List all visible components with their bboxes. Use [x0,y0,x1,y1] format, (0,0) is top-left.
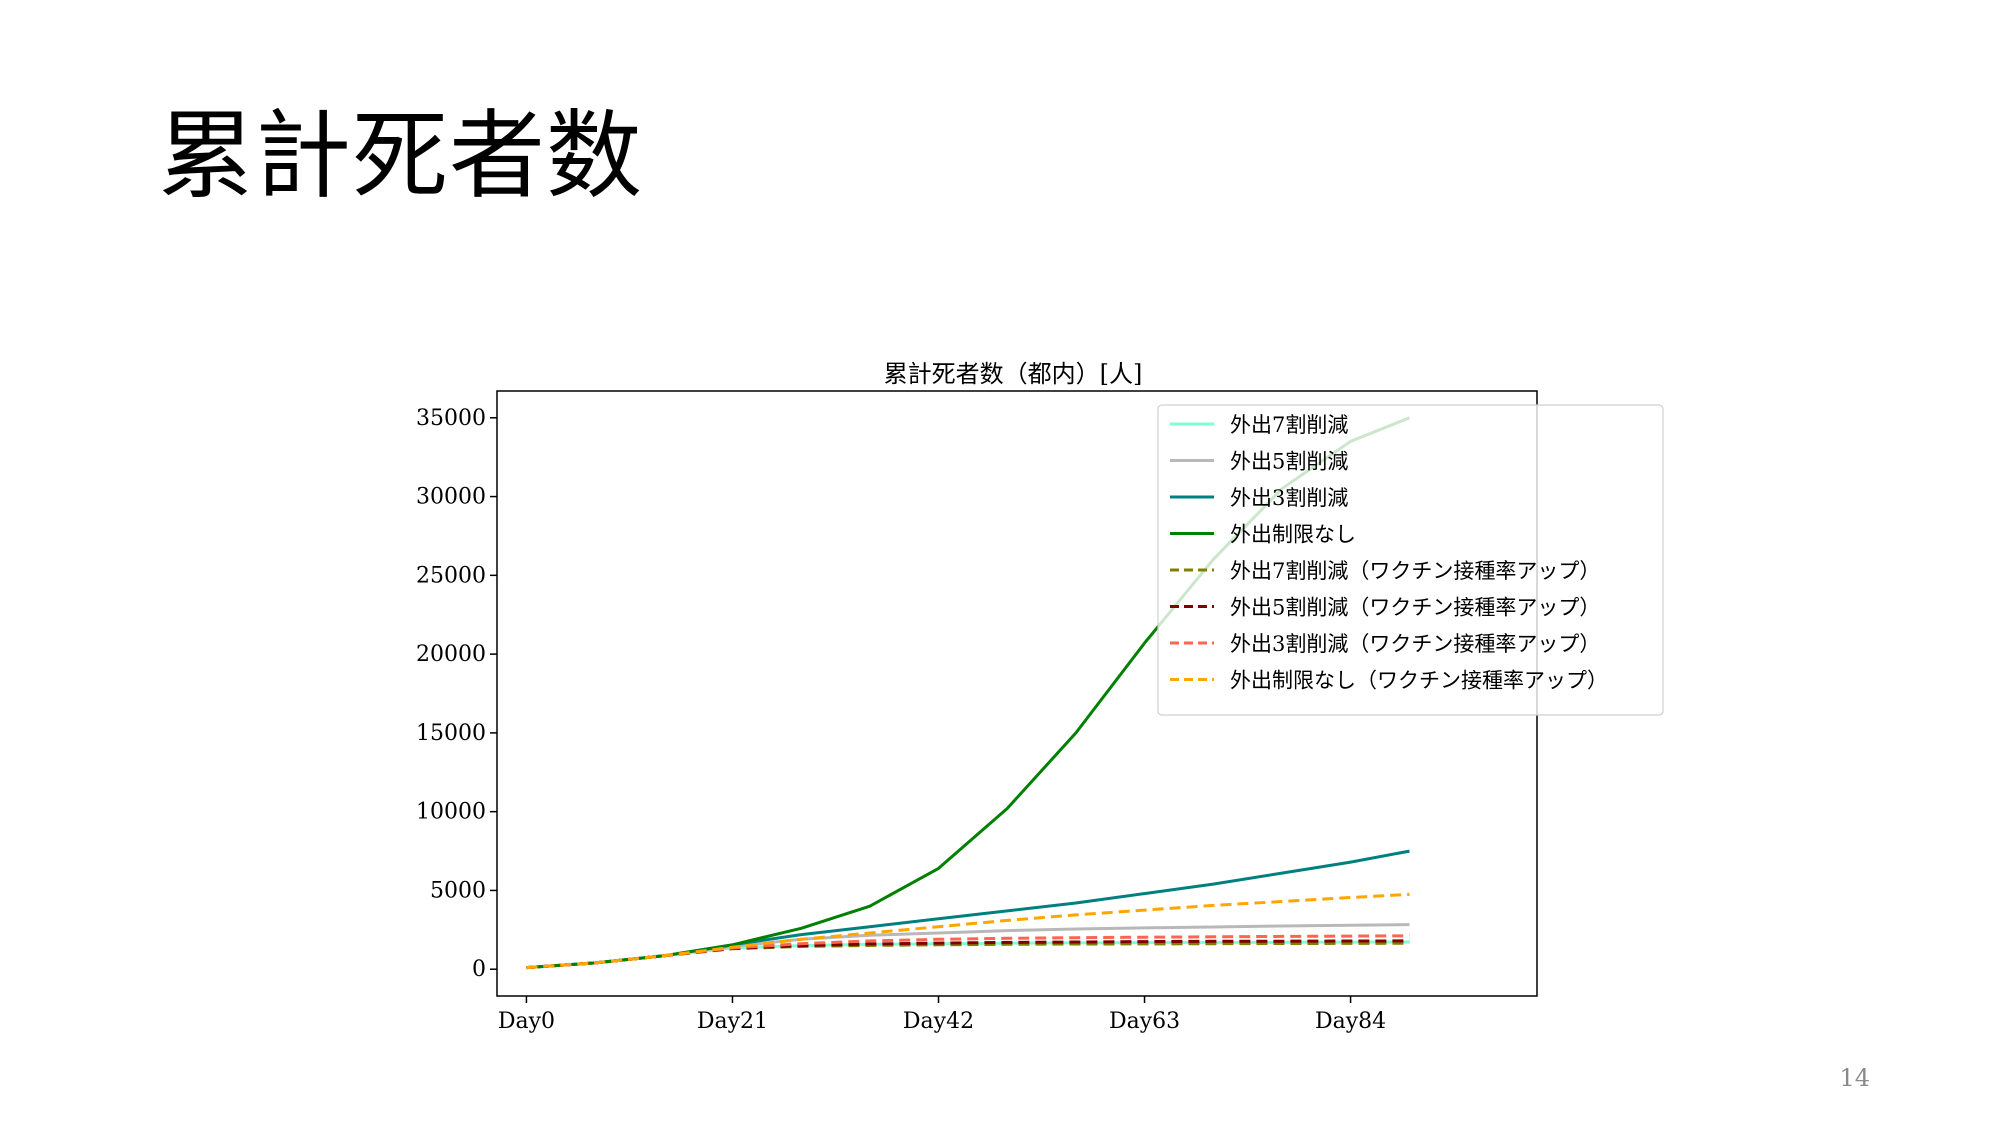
y-tick-label: 30000 [416,485,486,510]
y-tick-label: 20000 [416,642,486,667]
y-tick-label: 0 [472,957,486,982]
legend: 外出7割削減外出5割削減外出3割削減外出制限なし外出7割削減（ワクチン接種率アッ… [1157,404,1664,716]
legend-label-5: 外出5割削減（ワクチン接種率アップ） [1230,596,1600,620]
y-tick-label: 10000 [416,800,486,825]
series-line-6 [526,934,1410,970]
x-axis: Day0 Day21 Day42 Day63 Day84 [498,996,1386,1034]
legend-label-1: 外出5割削減 [1230,450,1348,474]
y-tick-label: 15000 [416,721,486,746]
y-tick-label: 25000 [416,563,486,588]
series-line-5 [526,939,1410,970]
y-tick-label: 35000 [416,406,486,431]
x-tick-label: Day21 [697,1009,768,1034]
x-tick-label: Day42 [903,1009,974,1034]
y-axis: 0 5000 10000 15000 20000 25000 30000 35000 [416,406,497,982]
chart-title: 累計死者数（都内）[人] [884,360,1143,388]
series-line-4 [526,941,1410,970]
legend-box [1157,404,1664,716]
y-tick-label: 5000 [430,878,486,903]
legend-label-0: 外出7割削減 [1230,413,1348,437]
legend-label-6: 外出3割削減（ワクチン接種率アップ） [1230,632,1600,656]
legend-label-7: 外出制限なし（ワクチン接種率アップ） [1230,669,1608,693]
series-line-2 [526,849,1410,970]
legend-label-2: 外出3割削減 [1230,486,1348,510]
series-line-7 [526,892,1410,970]
page-number: 14 [1839,1064,1870,1092]
x-tick-label: Day63 [1109,1009,1180,1034]
legend-label-3: 外出制限なし [1230,523,1356,547]
x-tick-label: Day84 [1315,1009,1386,1034]
x-tick-label: Day0 [498,1009,555,1034]
series-line-1 [526,923,1410,970]
legend-label-4: 外出7割削減（ワクチン接種率アップ） [1230,559,1600,583]
slide-title: 累計死者数 [158,100,643,212]
